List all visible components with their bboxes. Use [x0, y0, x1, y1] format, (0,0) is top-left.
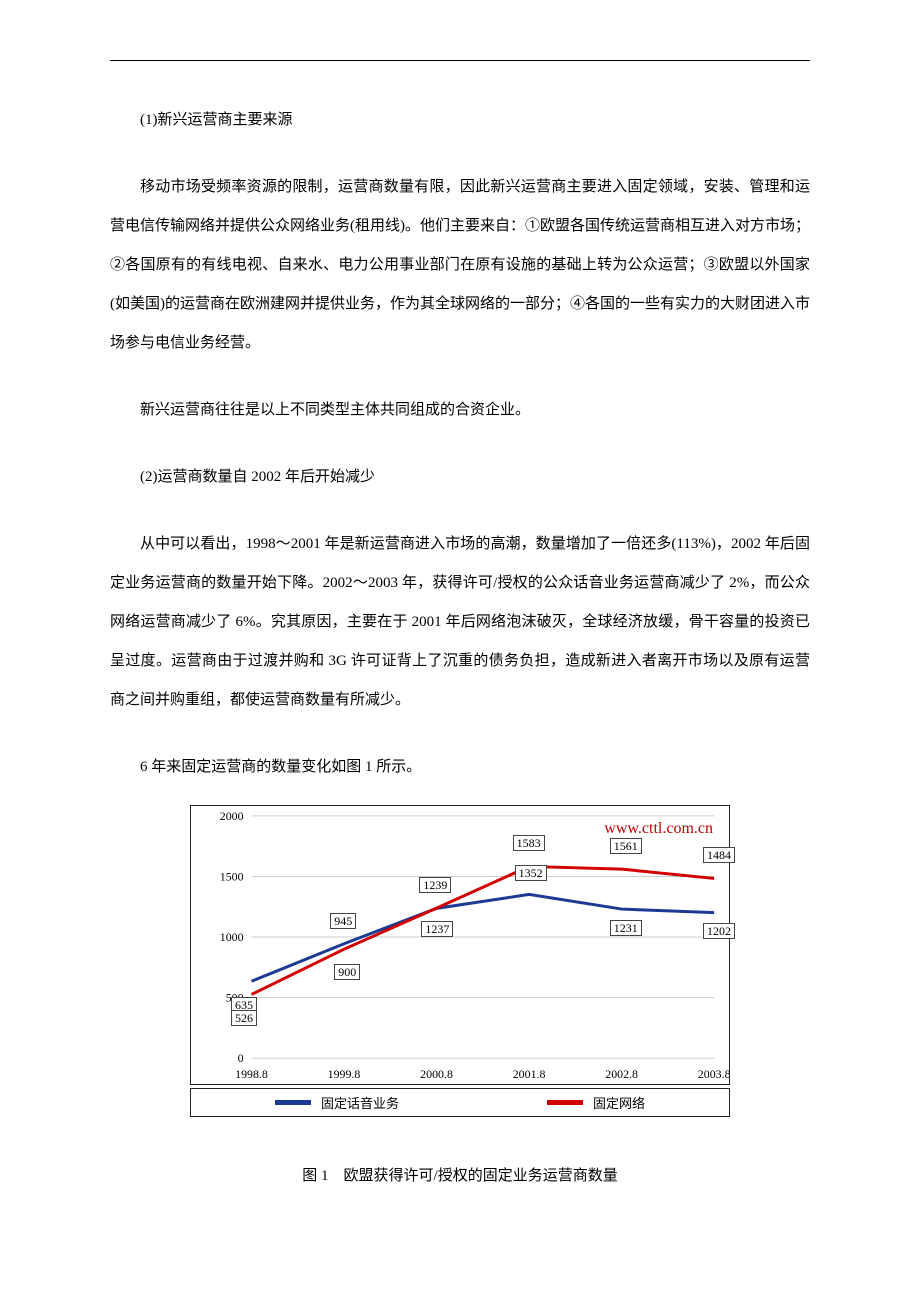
watermark-text: www.cttl.com.cn	[604, 820, 713, 838]
legend-swatch-voice	[275, 1100, 311, 1105]
paragraph-2: 新兴运营商往往是以上不同类型主体共同组成的合资企业。	[110, 391, 810, 430]
data-point-label: 945	[330, 913, 356, 929]
svg-text:2001.8: 2001.8	[513, 1067, 546, 1081]
legend-item-network: 固定网络	[547, 1093, 645, 1112]
svg-text:2002.8: 2002.8	[605, 1067, 638, 1081]
data-point-label: 1484	[703, 847, 735, 863]
header-rule	[110, 60, 810, 61]
data-point-label: 900	[334, 964, 360, 980]
svg-text:1500: 1500	[220, 869, 244, 883]
paragraph-3: 从中可以看出，1998～2001 年是新运营商进入市场的高潮，数量增加了一倍还多…	[110, 525, 810, 720]
legend-label-voice: 固定话音业务	[321, 1093, 399, 1112]
chart-plot-area: 05001000150020001998.81999.82000.82001.8…	[190, 805, 730, 1085]
svg-text:0: 0	[238, 1051, 244, 1065]
data-point-label: 1352	[515, 865, 547, 881]
svg-text:2000: 2000	[220, 809, 244, 823]
chart-container: 05001000150020001998.81999.82000.82001.8…	[190, 805, 730, 1117]
paragraph-4: 6 年来固定运营商的数量变化如图 1 所示。	[110, 748, 810, 787]
data-point-label: 1202	[703, 923, 735, 939]
svg-text:2003.8: 2003.8	[698, 1067, 729, 1081]
svg-text:1000: 1000	[220, 930, 244, 944]
paragraph-1: 移动市场受频率资源的限制，运营商数量有限，因此新兴运营商主要进入固定领域，安装、…	[110, 168, 810, 363]
svg-text:1999.8: 1999.8	[328, 1067, 361, 1081]
legend-swatch-network	[547, 1100, 583, 1105]
data-point-label: 1237	[421, 921, 453, 937]
legend-item-voice: 固定话音业务	[275, 1093, 399, 1112]
chart-legend: 固定话音业务 固定网络	[190, 1088, 730, 1117]
section-heading-2: (2)运营商数量自 2002 年后开始减少	[110, 458, 810, 497]
data-point-label: 1561	[610, 838, 642, 854]
data-point-label: 1231	[610, 920, 642, 936]
data-point-label: 526	[231, 1010, 257, 1026]
data-point-label: 1583	[513, 835, 545, 851]
section-heading-1: (1)新兴运营商主要来源	[110, 101, 810, 140]
svg-text:2000.8: 2000.8	[420, 1067, 453, 1081]
data-point-label: 1239	[419, 877, 451, 893]
legend-label-network: 固定网络	[593, 1093, 645, 1112]
figure-caption: 图 1 欧盟获得许可/授权的固定业务运营商数量	[110, 1157, 810, 1196]
svg-text:1998.8: 1998.8	[235, 1067, 268, 1081]
